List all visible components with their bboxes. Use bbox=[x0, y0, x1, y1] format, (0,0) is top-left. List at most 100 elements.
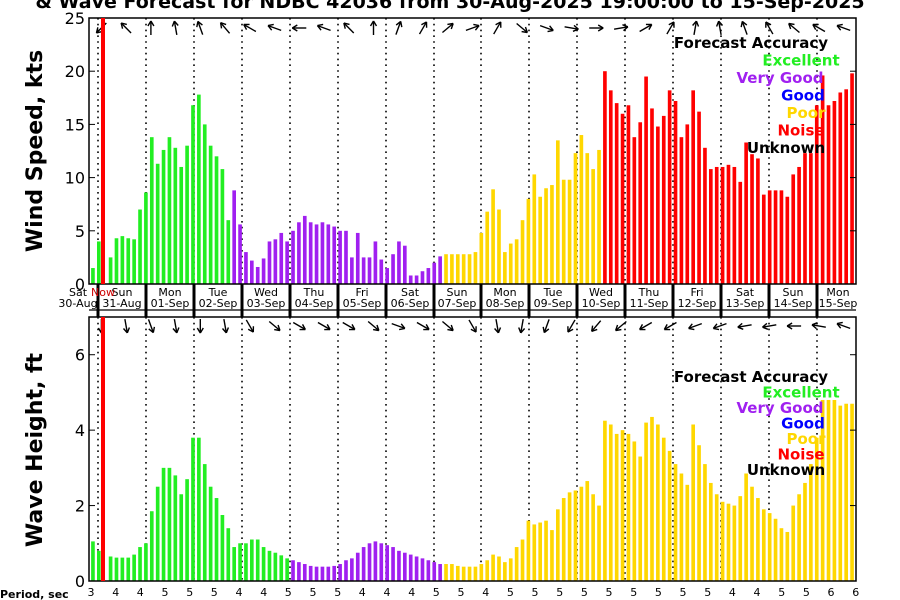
wave-arrow-head bbox=[196, 327, 204, 334]
wave-arrow-shaft bbox=[173, 318, 178, 334]
wave-bar bbox=[814, 437, 819, 581]
date-label: 04-Sep bbox=[295, 297, 334, 310]
wave-bar bbox=[320, 566, 325, 581]
wind-bar bbox=[567, 179, 572, 284]
date-label: 10-Sep bbox=[582, 297, 621, 310]
wave-arrow-head bbox=[639, 324, 646, 331]
period-value: 4 bbox=[754, 586, 761, 599]
wind-bar bbox=[485, 211, 490, 284]
wave-arrow bbox=[591, 320, 602, 333]
wave-arrow-head bbox=[712, 323, 720, 331]
wind-y-tick-label: 25 bbox=[65, 9, 85, 28]
day-of-week-label: Fri bbox=[355, 286, 368, 299]
wave-bar bbox=[520, 539, 525, 581]
wave-bar bbox=[491, 554, 495, 581]
wave-bar bbox=[579, 486, 584, 581]
wind-arrow-shaft bbox=[693, 20, 698, 36]
wind-bar bbox=[338, 230, 342, 284]
wind-bar bbox=[532, 174, 537, 284]
date-label: 08-Sep bbox=[486, 297, 525, 310]
wind-arrow bbox=[291, 24, 307, 32]
wave-bar bbox=[238, 543, 242, 581]
wind-bar bbox=[573, 153, 578, 284]
wave-bar bbox=[208, 486, 213, 581]
wind-bar bbox=[661, 115, 666, 284]
wind-arrow-head bbox=[622, 24, 629, 32]
wave-y-tick-label: 0 bbox=[75, 572, 85, 591]
wave-arrow-shaft bbox=[762, 324, 777, 328]
wave-bar bbox=[397, 550, 401, 581]
wave-bar bbox=[308, 565, 313, 581]
wind-y-tick-label: 0 bbox=[75, 275, 85, 294]
wind-bar bbox=[167, 137, 172, 284]
wave-y-ticks: 0 2 4 6 bbox=[75, 346, 856, 591]
wave-arrow-head bbox=[836, 321, 843, 329]
wave-bar bbox=[385, 545, 389, 581]
wave-bar bbox=[291, 560, 295, 581]
wind-arrow-shaft bbox=[836, 24, 851, 32]
period-value: 4 bbox=[137, 586, 144, 599]
wave-arrow-shaft bbox=[567, 319, 576, 333]
wind-bar bbox=[714, 166, 719, 284]
wind-arrow-head bbox=[836, 23, 843, 31]
wind-bar bbox=[208, 145, 213, 284]
day-of-week-label: Mon bbox=[826, 286, 849, 299]
wave-arrow bbox=[172, 318, 180, 334]
wave-arrow-shaft bbox=[495, 318, 500, 334]
wind-bar bbox=[644, 76, 648, 285]
wave-arrow-head bbox=[663, 324, 671, 331]
wind-arrow-shaft bbox=[418, 21, 428, 35]
wind-bar bbox=[850, 73, 854, 284]
wave-bar bbox=[408, 554, 413, 581]
legend-item: Good bbox=[781, 87, 825, 105]
wave-arrow bbox=[494, 318, 502, 334]
wind-bar bbox=[503, 252, 507, 284]
wave-y-tick-label: 6 bbox=[75, 346, 85, 365]
period-value: 4 bbox=[408, 586, 415, 599]
date-label: 30-Aug bbox=[58, 297, 97, 310]
period-value: 4 bbox=[260, 586, 267, 599]
wave-bar bbox=[149, 511, 154, 581]
period-value: 5 bbox=[310, 586, 317, 599]
now-marker: Now bbox=[91, 18, 115, 581]
chart-title: & Wave Forecast for NDBC 42036 from 30-A… bbox=[35, 0, 865, 13]
wave-arrow-head bbox=[567, 326, 574, 333]
wave-arrow bbox=[518, 318, 526, 334]
wave-bar bbox=[626, 433, 631, 581]
wave-bar bbox=[261, 547, 266, 581]
wave-bar bbox=[144, 543, 148, 581]
wind-bars bbox=[91, 71, 854, 285]
period-value: 5 bbox=[433, 586, 440, 599]
wave-arrow bbox=[712, 322, 727, 331]
period-value: 5 bbox=[803, 586, 810, 599]
wind-bar bbox=[373, 241, 378, 284]
wave-bar bbox=[697, 445, 701, 581]
day-of-week-label: Wed bbox=[589, 286, 613, 299]
wind-bar bbox=[538, 196, 542, 284]
period-value: 5 bbox=[334, 586, 341, 599]
wave-arrow bbox=[468, 319, 477, 333]
wind-bar bbox=[455, 254, 460, 284]
wave-arrow bbox=[245, 319, 255, 333]
wave-arrow bbox=[567, 319, 576, 333]
wind-bar bbox=[461, 254, 466, 284]
wave-bar bbox=[197, 437, 201, 581]
wind-arrow-shaft bbox=[493, 21, 502, 35]
wind-bar bbox=[114, 238, 119, 284]
wave-arrow-head bbox=[786, 322, 793, 330]
wave-arrow-head bbox=[299, 324, 306, 331]
wind-arrow-shaft bbox=[343, 22, 355, 34]
wave-bar bbox=[761, 509, 766, 581]
legend-item: Very Good bbox=[736, 69, 823, 87]
wave-y-axis-label: Wave Height, ft bbox=[23, 352, 48, 547]
wind-arrow-shaft bbox=[564, 26, 579, 30]
wave-bar bbox=[267, 550, 272, 581]
wind-bar bbox=[844, 89, 848, 284]
wind-arrow-head bbox=[597, 24, 604, 32]
wave-bar bbox=[508, 558, 513, 581]
wind-arrow-head bbox=[421, 21, 428, 28]
wind-bar bbox=[814, 105, 819, 284]
wind-bar bbox=[173, 147, 178, 284]
wave-arrow-head bbox=[737, 322, 744, 330]
wave-arrow bbox=[762, 322, 777, 330]
